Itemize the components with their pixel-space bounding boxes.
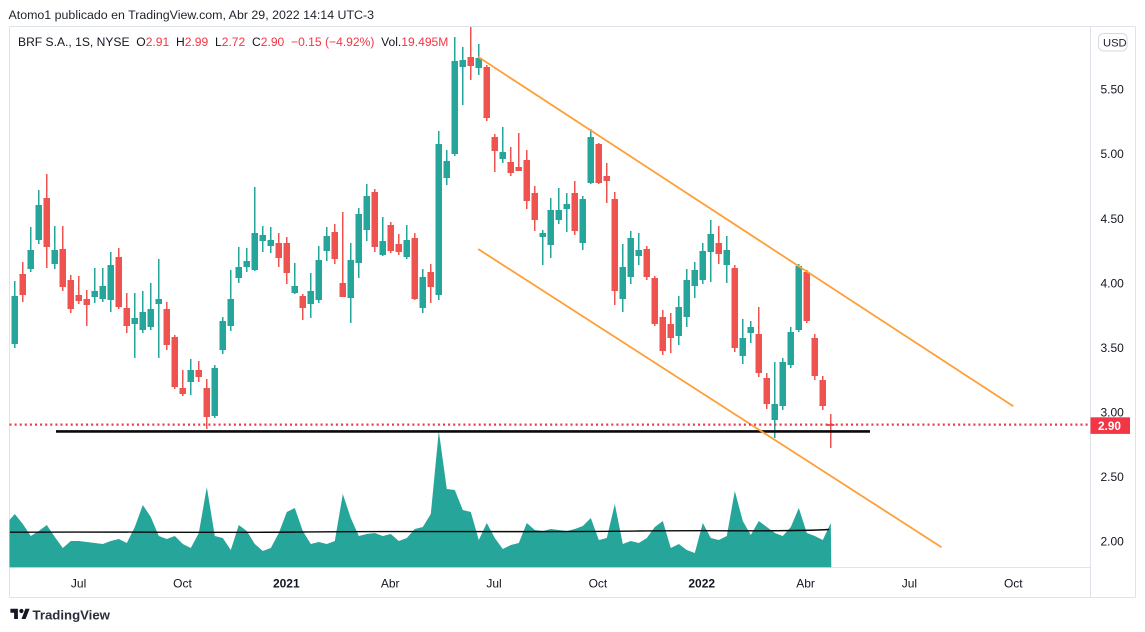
svg-text:USD: USD — [1103, 38, 1127, 50]
svg-text:4.50: 4.50 — [1101, 212, 1125, 226]
svg-text:Oct: Oct — [1004, 576, 1023, 590]
svg-text:Oct: Oct — [173, 576, 192, 590]
svg-text:Oct: Oct — [589, 576, 608, 590]
svg-text:3.00: 3.00 — [1101, 406, 1125, 420]
svg-text:Abr: Abr — [381, 576, 400, 590]
svg-text:2021: 2021 — [273, 576, 300, 590]
svg-text:Jul: Jul — [71, 576, 86, 590]
svg-text:2.90: 2.90 — [1098, 419, 1121, 433]
svg-text:2022: 2022 — [688, 576, 715, 590]
svg-text:5.00: 5.00 — [1101, 147, 1125, 161]
svg-text:2.00: 2.00 — [1101, 535, 1125, 549]
svg-text:Jul: Jul — [902, 576, 917, 590]
svg-text:BRF S.A., 1S, NYSE O2.91 H2.: BRF S.A., 1S, NYSE O2.91 H2.99 L2.72 C2.… — [18, 35, 448, 49]
svg-text:5.50: 5.50 — [1101, 83, 1125, 97]
svg-text:4.00: 4.00 — [1101, 276, 1125, 290]
svg-text:TradingView: TradingView — [33, 608, 111, 623]
svg-text:Jul: Jul — [486, 576, 501, 590]
svg-text:Atomo1 publicado en TradingVie: Atomo1 publicado en TradingView.com, Abr… — [9, 8, 375, 22]
svg-text:2.50: 2.50 — [1101, 470, 1125, 484]
svg-text:3.50: 3.50 — [1101, 341, 1125, 355]
svg-text:Abr: Abr — [796, 576, 815, 590]
